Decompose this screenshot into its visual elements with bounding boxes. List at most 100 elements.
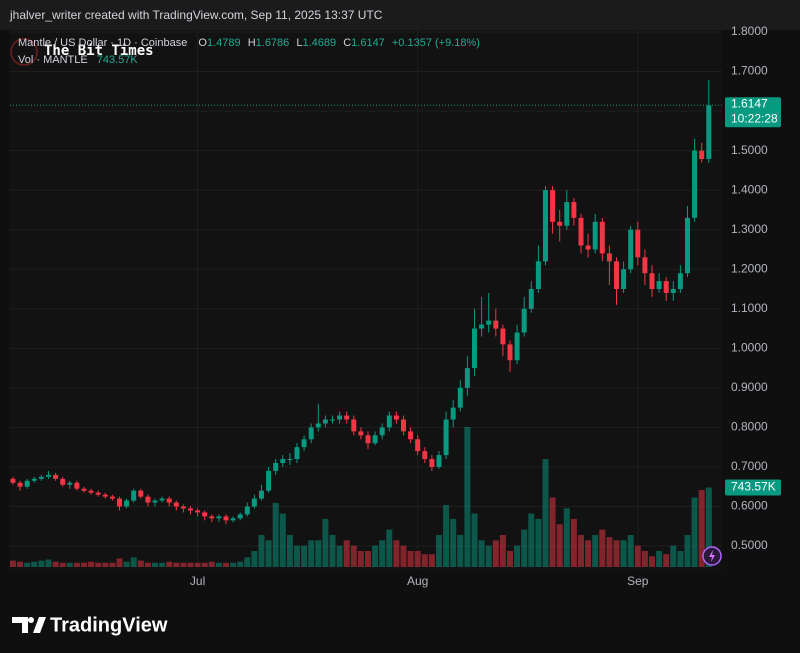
volume-bar <box>336 545 343 567</box>
candle-body <box>223 516 229 521</box>
candle-body <box>329 419 335 421</box>
candle-body <box>386 415 392 428</box>
volume-bar <box>613 540 620 567</box>
candle-body <box>24 480 30 487</box>
volume-bar <box>315 540 322 567</box>
candle-body <box>251 498 257 507</box>
volume-bar <box>137 560 144 567</box>
volume-bar <box>677 550 684 567</box>
candle-body <box>273 463 279 471</box>
volume-tag-label: 743.57K <box>731 480 776 494</box>
volume-bar <box>379 540 386 567</box>
candle-body <box>599 221 605 254</box>
volume-bar <box>116 558 123 567</box>
candle-body <box>557 221 563 226</box>
y-tick-label: 1.0000 <box>731 341 768 355</box>
volume-bar <box>670 545 677 567</box>
candle-body <box>53 474 59 479</box>
volume-bar <box>656 550 663 567</box>
candle-body <box>102 494 108 497</box>
volume-bar <box>414 550 421 567</box>
candle-body <box>209 516 215 519</box>
candle-body <box>67 482 73 485</box>
candle-body <box>464 368 470 388</box>
candle-body <box>131 490 137 501</box>
candle-body <box>81 488 87 491</box>
candle-body <box>621 269 627 290</box>
candle-body <box>294 447 300 460</box>
volume-bar <box>230 562 237 567</box>
candle-body <box>443 419 449 456</box>
volume-bar <box>634 545 641 567</box>
header-credit: jhalver_writer created with TradingView.… <box>9 8 383 22</box>
candle-body <box>656 281 662 290</box>
volume-legend: Vol · MANTLE 743.57K <box>18 54 138 66</box>
volume-bar <box>563 508 570 567</box>
watermark-logo <box>10 38 38 66</box>
candle-body <box>542 190 548 262</box>
legend-value: 1.4789 <box>207 37 241 49</box>
candle-body <box>159 498 165 501</box>
candle-body <box>116 498 122 507</box>
volume-bar <box>215 562 222 567</box>
candle-body <box>138 490 144 497</box>
volume-bar <box>478 540 485 567</box>
candle-body <box>457 387 463 408</box>
candle-body <box>429 459 435 467</box>
y-tick-label: 1.5000 <box>731 143 768 157</box>
candle-body <box>642 257 648 274</box>
candle-body <box>500 328 506 345</box>
candle-body <box>493 320 499 329</box>
footer-brand: TradingView <box>50 614 168 636</box>
candle-body <box>535 261 541 290</box>
y-tick-label: 0.5000 <box>731 538 768 552</box>
volume-bar <box>272 502 279 567</box>
volume-bar <box>450 518 457 567</box>
candle-body <box>344 415 350 420</box>
candle-body <box>365 435 371 444</box>
candle-body <box>550 190 556 222</box>
candle-body <box>31 478 37 481</box>
candle-body <box>266 470 272 491</box>
candle-body <box>699 150 705 159</box>
volume-bar <box>386 529 393 567</box>
volume-bar <box>514 545 521 567</box>
legend-value: 1.6786 <box>256 37 290 49</box>
candle-body <box>124 500 130 507</box>
volume-bar <box>599 529 606 567</box>
candle-body <box>38 476 44 479</box>
volume-bar <box>542 459 549 567</box>
candle-body <box>379 427 385 436</box>
volume-bar <box>144 562 151 567</box>
volume-bar <box>301 545 308 567</box>
candle-body <box>571 202 577 218</box>
volume-bar <box>24 562 31 567</box>
y-tick-label: 1.3000 <box>731 222 768 236</box>
volume-bar <box>244 557 251 567</box>
legend-key: O <box>198 37 207 49</box>
volume-bar <box>88 561 95 567</box>
candle-body <box>613 261 619 290</box>
volume-bar <box>535 518 542 567</box>
volume-bar <box>627 534 634 567</box>
x-tick-label: Jul <box>190 574 205 588</box>
volume-bar <box>159 562 166 567</box>
candle-body <box>585 245 591 250</box>
candle-body <box>635 229 641 258</box>
volume-bar <box>201 562 208 567</box>
volume-bar <box>66 562 73 567</box>
candle-body <box>74 482 80 489</box>
volume-bar <box>684 534 691 567</box>
volume-bar <box>38 560 45 567</box>
volume-bar <box>173 562 180 567</box>
candle-body <box>422 451 428 460</box>
legend-key: C <box>343 37 351 49</box>
y-tick-label: 1.8000 <box>731 24 768 38</box>
volume-bar <box>187 562 194 567</box>
volume-title: Vol · MANTLE <box>18 54 88 66</box>
candle-body <box>45 474 51 477</box>
candle-body <box>507 344 513 361</box>
candle-body <box>315 423 321 428</box>
candle-body <box>145 496 151 503</box>
